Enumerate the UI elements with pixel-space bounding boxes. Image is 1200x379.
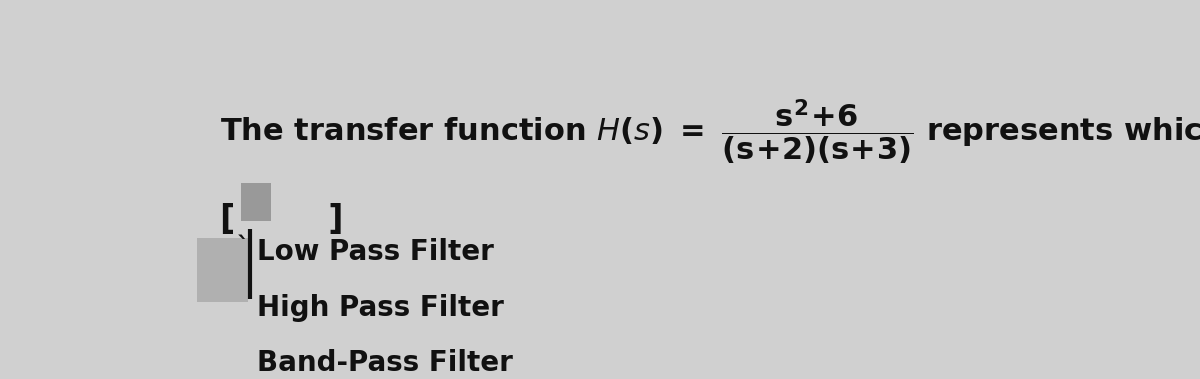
Text: ˋ: ˋ <box>236 235 248 259</box>
Text: High Pass Filter: High Pass Filter <box>257 293 504 321</box>
Text: Band-Pass Filter: Band-Pass Filter <box>257 349 512 377</box>
Text: [        ]: [ ] <box>220 203 343 236</box>
Bar <box>241 183 271 221</box>
Text: Low Pass Filter: Low Pass Filter <box>257 238 494 266</box>
Text: The transfer function $\bf{\mathit{H}}$$\bf{(\mathit{s})}$ $\bf{=}$ $\bf{\dfrac{: The transfer function $\bf{\mathit{H}}$$… <box>220 98 1200 167</box>
Bar <box>197 238 247 302</box>
